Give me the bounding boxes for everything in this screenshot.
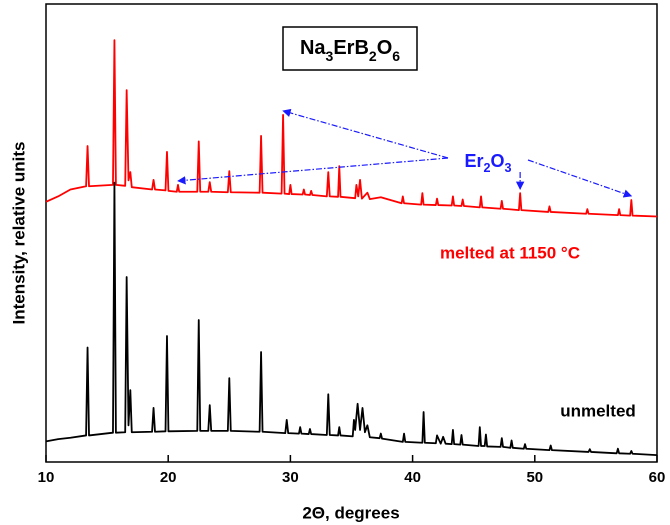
x-tick-label: 10 xyxy=(38,469,55,486)
x-tick-label: 20 xyxy=(160,469,177,486)
chart-title: Na3ErB2O6 xyxy=(300,37,400,63)
series-line xyxy=(45,181,658,457)
x-tick-label: 40 xyxy=(404,469,421,486)
series-line xyxy=(45,39,658,218)
plot-frame xyxy=(45,3,658,463)
x-tick-label: 60 xyxy=(649,469,666,486)
annotation-arrow xyxy=(177,157,449,185)
annotation-arrow xyxy=(282,108,449,159)
y-axis-label: Intensity, relative units xyxy=(9,142,28,325)
annotation-arrow xyxy=(527,159,633,198)
series-label: unmelted xyxy=(560,401,636,420)
x-axis-label: 2Θ, degrees xyxy=(302,503,399,522)
annotation: Er2O3 xyxy=(464,151,511,176)
x-tick-label: 30 xyxy=(282,469,299,486)
x-tick-label: 50 xyxy=(526,469,543,486)
title-box xyxy=(282,26,418,71)
series-label: melted at 1150 °C xyxy=(440,243,580,262)
